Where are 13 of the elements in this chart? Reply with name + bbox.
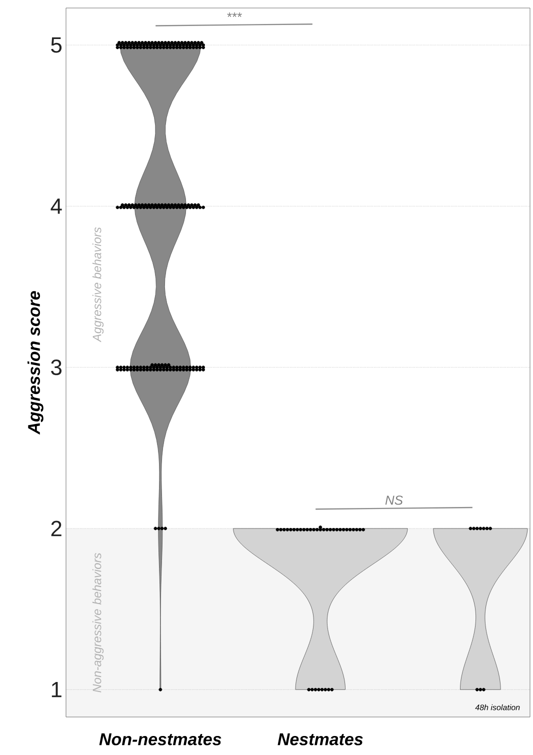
- y-tick-label: 5: [51, 37, 62, 53]
- annotation: ***: [227, 12, 242, 18]
- y-tick-label: 1: [52, 682, 62, 698]
- band-label: Non-aggressive behaviors: [92, 552, 104, 692]
- y-tick-label: 2: [51, 520, 62, 536]
- annotation: Aggressive behaviors: [92, 227, 104, 342]
- x-tick-label: Non-nestmates: [99, 733, 222, 746]
- y-tick-label: 4: [50, 198, 62, 214]
- y-axis-title: Aggression score: [28, 291, 44, 435]
- y-tick-label: 3: [51, 360, 62, 376]
- annotation: NS: [385, 496, 403, 505]
- x-tick-label: Nestmates: [278, 733, 363, 746]
- x-tick-label: 48h isolation: [475, 704, 520, 710]
